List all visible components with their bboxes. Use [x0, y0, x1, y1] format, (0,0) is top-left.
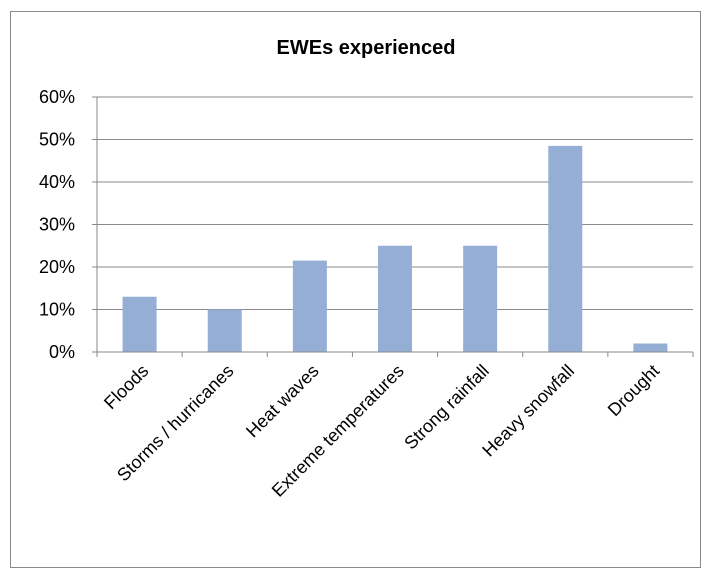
- y-tick-label: 0%: [49, 342, 75, 362]
- y-tick-label: 60%: [39, 87, 75, 107]
- x-tick-label: Floods: [100, 361, 152, 413]
- bar-strong-rainfall: [463, 246, 497, 352]
- bar-floods: [123, 297, 157, 352]
- bar-storms-hurricanes: [208, 310, 242, 353]
- y-tick-label: 30%: [39, 215, 75, 235]
- x-tick-label: Heat waves: [242, 361, 323, 442]
- bars: [123, 146, 668, 352]
- bar-heat-waves: [293, 261, 327, 352]
- bar-extreme-temperatures: [378, 246, 412, 352]
- chart-title: EWEs experienced: [277, 37, 456, 59]
- x-tick-label: Heavy snowfall: [478, 361, 578, 461]
- bar-drought: [633, 344, 667, 353]
- y-tick-label: 10%: [39, 300, 75, 320]
- y-tick-label: 50%: [39, 130, 75, 150]
- y-tick-labels: 0% 10% 20% 30% 40% 50% 60%: [39, 87, 75, 362]
- y-tick-label: 20%: [39, 257, 75, 277]
- x-tick-label: Drought: [604, 361, 663, 420]
- x-tick-label: Strong rainfall: [400, 361, 493, 454]
- y-tick-label: 40%: [39, 172, 75, 192]
- bar-heavy-snowfall: [548, 146, 582, 352]
